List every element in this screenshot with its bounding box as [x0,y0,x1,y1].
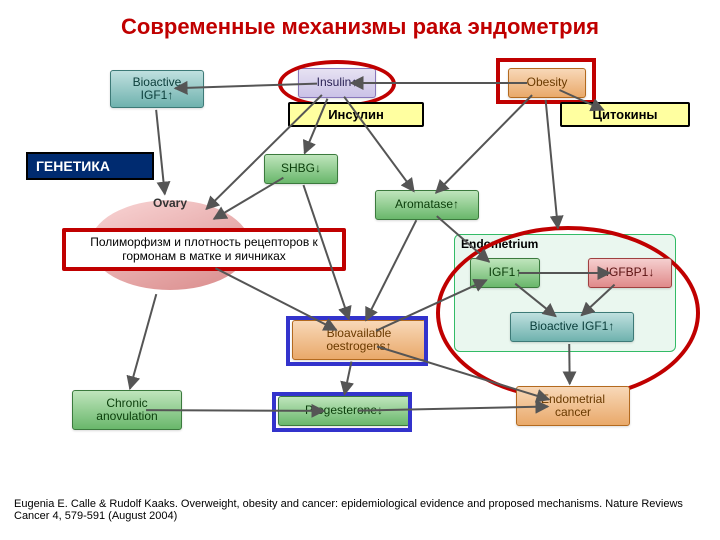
node-igfbp1: IGFBP1↓ [588,258,672,288]
obesity-highlight-ring [496,58,596,104]
citation-text: Eugenia E. Calle & Rudolf Kaaks. Overwei… [14,498,706,522]
insulin-highlight-ring [278,60,396,108]
ovary-label: Ovary [153,196,187,210]
node-chronic: Chronic anovulation [72,390,182,430]
overlay-poly_ov: Полиморфизм и плотность рецепторов к гор… [62,228,346,271]
node-endoca: Endometrial cancer [516,386,630,426]
overlay-genetika: ГЕНЕТИКА [26,152,154,180]
node-bioigf1: Bioactive IGF1↑ [110,70,204,108]
node-igf1s: IGF1↑ [470,258,540,288]
node-shbg: SHBG↓ [264,154,338,184]
node-arom: Aromatase↑ [375,190,479,220]
blue-ring-bioestr [286,316,428,366]
flowchart-canvas: OvaryEndometriumBioactive IGF1↑Insulin↑O… [0,0,720,540]
blue-ring-proges [272,392,412,432]
overlay-cytok_ov: Цитокины [560,102,690,127]
overlay-insulin_ov: Инсулин [288,102,424,127]
node-bioigf1b: Bioactive IGF1↑ [510,312,634,342]
